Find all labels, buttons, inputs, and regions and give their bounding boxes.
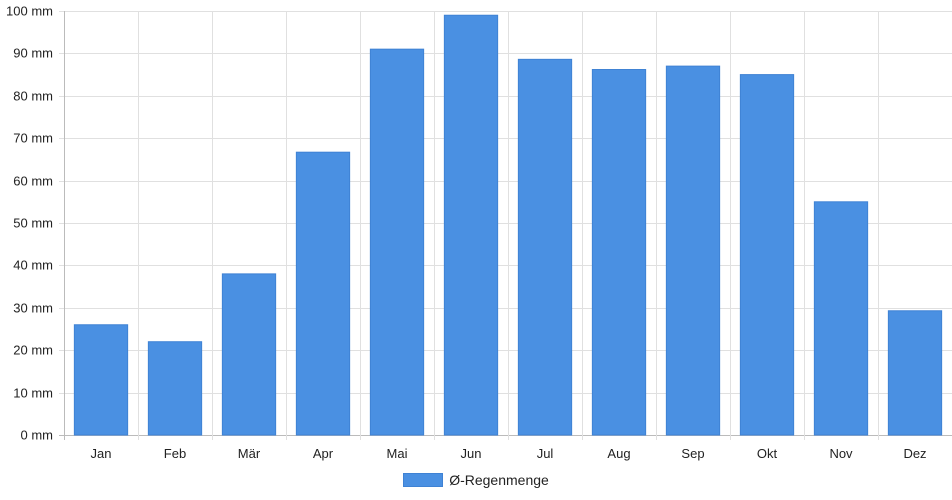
x-tick-label: Aug bbox=[607, 446, 630, 461]
bar bbox=[369, 48, 425, 436]
bar bbox=[73, 324, 129, 436]
bar bbox=[813, 201, 869, 436]
x-tick-label: Nov bbox=[829, 446, 853, 461]
legend-swatch bbox=[403, 473, 444, 487]
bar bbox=[147, 341, 203, 436]
bar-chart: 0 mm 10 mm 20 mm 30 mm 40 mm 50 mm 60 mm 70 mm 8… bbox=[6, 4, 952, 461]
y-tick-label: 40 mm bbox=[13, 258, 53, 273]
x-tick-label: Okt bbox=[757, 446, 778, 461]
bar bbox=[739, 74, 795, 436]
x-tick-label: Sep bbox=[681, 446, 704, 461]
y-tick-label: 10 mm bbox=[13, 386, 53, 401]
x-axis: Jan Feb Mär Apr Mai Jun Jul Aug Sep Okt Nov Dez bbox=[91, 446, 927, 461]
bar bbox=[295, 151, 351, 436]
x-tick-label: Apr bbox=[313, 446, 334, 461]
y-tick-label: 100 mm bbox=[6, 4, 53, 19]
y-tick-label: 50 mm bbox=[13, 216, 53, 231]
x-tick-label: Dez bbox=[903, 446, 926, 461]
y-tick-label: 30 mm bbox=[13, 301, 53, 316]
bar bbox=[887, 310, 943, 436]
bar bbox=[517, 58, 573, 436]
legend-label: Ø-Regenmenge bbox=[449, 472, 549, 488]
bar-series bbox=[73, 14, 943, 436]
y-tick-label: 20 mm bbox=[13, 343, 53, 358]
y-tick-label: 90 mm bbox=[13, 46, 53, 61]
y-tick-label: 70 mm bbox=[13, 131, 53, 146]
y-tick-label: 0 mm bbox=[21, 428, 54, 443]
bar bbox=[591, 69, 647, 436]
x-tick-label: Mär bbox=[238, 446, 261, 461]
bar bbox=[221, 273, 277, 436]
chart-legend[interactable]: Ø-Regenmenge bbox=[0, 472, 952, 488]
bar bbox=[443, 14, 499, 436]
y-axis: 0 mm 10 mm 20 mm 30 mm 40 mm 50 mm 60 mm 70 mm 8… bbox=[6, 4, 53, 443]
x-tick-label: Jan bbox=[91, 446, 112, 461]
x-tick-label: Feb bbox=[164, 446, 186, 461]
x-tick-label: Jul bbox=[537, 446, 554, 461]
y-tick-label: 80 mm bbox=[13, 89, 53, 104]
x-tick-label: Jun bbox=[461, 446, 482, 461]
x-tick-label: Mai bbox=[387, 446, 408, 461]
chart-grid bbox=[59, 11, 952, 440]
y-tick-label: 60 mm bbox=[13, 174, 53, 189]
bar bbox=[665, 65, 721, 436]
